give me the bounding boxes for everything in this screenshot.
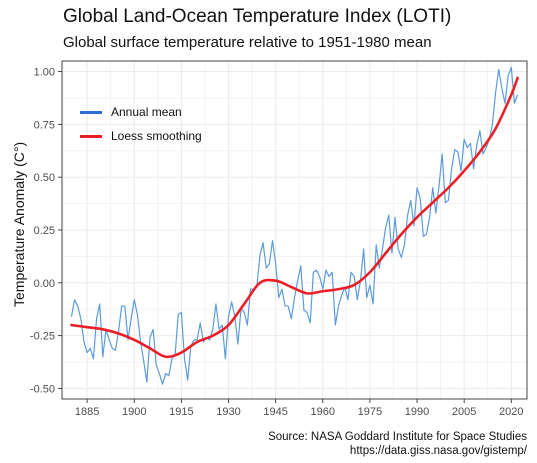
source-caption: Source: NASA Goddard Institute for Space… (268, 430, 527, 458)
x-tick-label: 1900 (122, 406, 146, 418)
legend-key-annual (80, 110, 102, 114)
y-tick-label: 0.00 (34, 278, 55, 290)
chart-title: Global Land-Ocean Temperature Index (LOT… (63, 6, 452, 27)
legend-label-annual: Annual mean (111, 105, 182, 119)
caption-source: Source: NASA Goddard Institute for Space… (268, 431, 527, 443)
y-tick-label: 0.75 (34, 119, 55, 131)
legend-key-loess (80, 134, 102, 138)
x-tick-label: 1885 (75, 406, 99, 418)
annual-mean-line (70, 66, 519, 385)
x-tick-label: 1960 (311, 406, 335, 418)
y-tick-label: -0.25 (30, 331, 55, 343)
x-tick-label: 1915 (169, 406, 193, 418)
y-tick-label: 1.00 (34, 67, 55, 79)
y-tick-label: 0.25 (34, 225, 55, 237)
chart-subtitle: Global surface temperature relative to 1… (63, 34, 432, 51)
y-tick-label: 0.50 (34, 172, 55, 184)
x-tick-label: 2020 (499, 406, 523, 418)
x-tick-label: 1945 (263, 406, 287, 418)
legend-item-loess: Loess smoothing (80, 124, 202, 148)
x-tick-label: 1990 (405, 406, 429, 418)
loess-smoothing-line (70, 76, 519, 359)
legend-item-annual: Annual mean (80, 100, 202, 124)
x-tick-label: 2005 (452, 406, 476, 418)
x-tick-label: 1930 (216, 406, 240, 418)
legend-label-loess: Loess smoothing (111, 129, 202, 143)
x-tick-label: 1975 (358, 406, 382, 418)
caption-url: https://data.giss.nasa.gov/gistemp/ (349, 445, 527, 457)
y-tick-label: -0.50 (30, 383, 55, 395)
legend: Annual mean Loess smoothing (80, 100, 202, 148)
